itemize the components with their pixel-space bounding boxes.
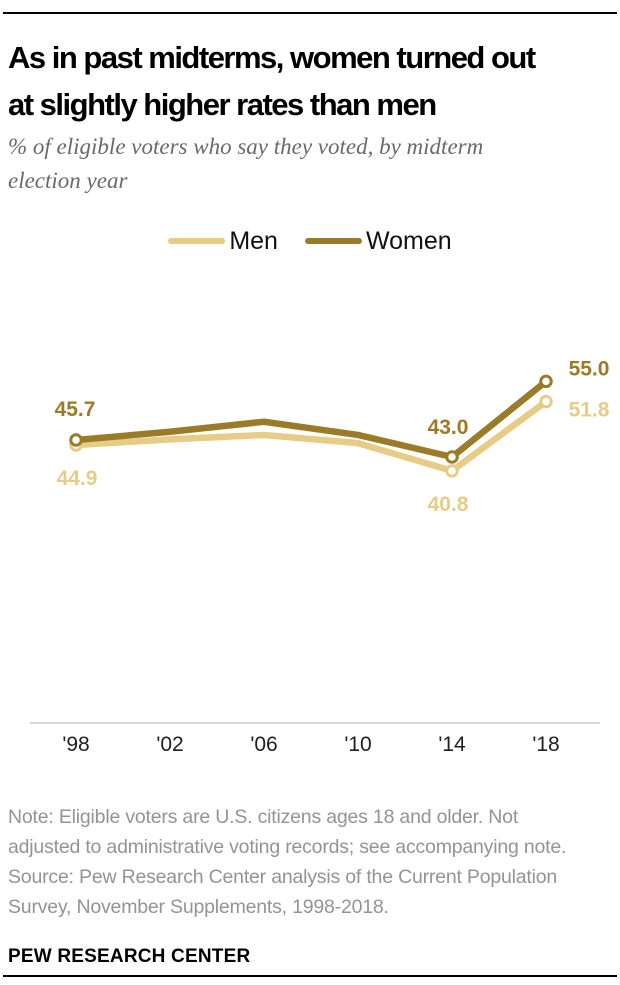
legend-item-women: Women — [304, 226, 452, 256]
chart-subtitle: % of eligible voters who say they voted,… — [8, 130, 608, 198]
women-line-swatch — [304, 238, 362, 244]
chart-legend: Men Women — [0, 224, 620, 258]
note-line-1: Note: Eligible voters are U.S. citizens … — [8, 806, 519, 828]
title-line-1: As in past midterms, women turned out — [8, 40, 536, 75]
subtitle-line-1: % of eligible voters who say they voted,… — [8, 134, 484, 159]
x-tick-5: '18 — [532, 733, 559, 756]
x-tick-1: '02 — [156, 733, 183, 756]
pew-research-center-wordmark: PEW RESEARCH CENTER — [8, 946, 251, 967]
men-value-label-0: 44.9 — [57, 467, 98, 490]
women-marker-0 — [69, 433, 83, 447]
men-line-swatch — [168, 238, 226, 244]
women-marker-4 — [445, 450, 459, 464]
women-line — [72, 378, 550, 461]
men-value-label-5: 51.8 — [569, 399, 610, 422]
chart-notes: Note: Eligible voters are U.S. citizens … — [8, 802, 566, 922]
x-tick-3: '10 — [344, 733, 371, 756]
x-tick-4: '14 — [438, 733, 466, 756]
note-line-2: adjusted to administrative voting record… — [8, 836, 567, 858]
top-divider — [3, 12, 617, 14]
men-marker-4 — [445, 464, 459, 478]
men-marker-5 — [539, 394, 553, 409]
x-tick-0: '98 — [62, 733, 89, 756]
note-line-4: Survey, November Supplements, 1998-2018. — [8, 896, 389, 918]
men-value-label-4: 40.8 — [428, 493, 469, 516]
page-title: As in past midterms, women turned out at… — [8, 34, 616, 128]
men-line — [72, 398, 550, 475]
x-tick-2: '06 — [250, 733, 277, 756]
chart-svg: '98 '02 '06 '10 '14 '18 45.7 44.9 43.0 40.8 55.0 51… — [30, 357, 610, 756]
women-value-label-5: 55.0 — [569, 357, 610, 380]
women-value-label-4: 43.0 — [428, 416, 469, 439]
subtitle-line-2: election year — [8, 168, 128, 193]
legend-label-women: Women — [365, 226, 452, 255]
women-value-label-0: 45.7 — [55, 398, 96, 421]
legend-item-men: Men — [168, 227, 278, 256]
note-line-3: Source: Pew Research Center analysis of … — [8, 866, 558, 888]
legend-label-men: Men — [229, 226, 278, 255]
women-marker-5 — [539, 374, 553, 389]
bottom-divider — [3, 975, 617, 977]
title-line-2: at slightly higher rates than men — [8, 87, 437, 122]
